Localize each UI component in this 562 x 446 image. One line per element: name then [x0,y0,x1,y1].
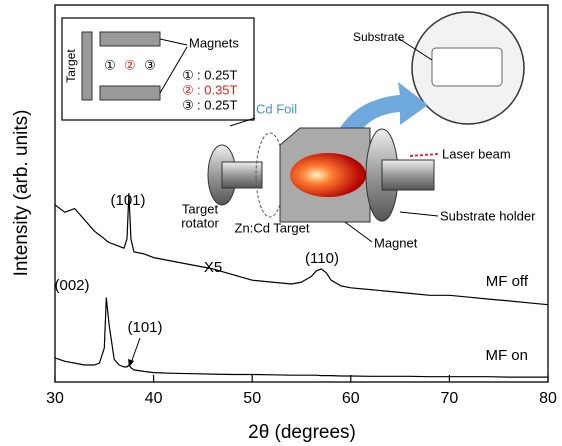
schematic-label: Laser beam [442,146,511,161]
x-tick-label: 80 [539,390,557,407]
x-tick-label: 40 [145,390,163,407]
shaft [221,161,263,189]
inset-label: ① [182,67,194,82]
annotation-arrow [130,337,141,364]
x-tick-label: 70 [441,390,459,407]
x-tick-label: 30 [46,390,64,407]
magnet-top [99,31,161,47]
substrate [431,47,503,87]
annotation: (101) [110,192,145,209]
pointer [397,37,433,61]
y-axis-label: Intensity (arb. units) [11,110,32,277]
schematic-label: Magnet [374,235,418,250]
schematic: Target Magnets ① ② ③ ① : 0.25T ② : 0.35T… [61,11,536,250]
inset-label: ② [124,57,136,72]
schematic-label: Substrate holder [440,208,536,223]
inset-label: Magnets [189,35,239,50]
inset-label: : 0.25T [197,67,238,82]
annotation: (110) [305,250,339,267]
pointer [344,221,373,243]
plot-frame [54,4,549,383]
laser [409,153,439,157]
schematic-label: Substrate [353,30,405,44]
schematic-label: Cd Foil [256,101,297,116]
x-axis-label: 2θ (degrees) [248,422,356,443]
inset-label: Target [64,49,78,83]
schematic-label: Target [182,201,219,216]
annotation: X5 [204,259,222,276]
inset-label: : 0.25T [197,97,238,112]
series-label: MF off [486,273,529,290]
inset-label: ③ [182,97,194,112]
inset-label: ③ [144,57,156,72]
plasma [290,153,366,197]
target-plate [81,31,93,101]
x-tick-label: 50 [243,390,261,407]
line-series [54,192,549,306]
pointer [229,117,256,127]
annotation: (002) [54,277,89,294]
inset-label: ② [182,82,194,97]
inset-label: : 0.35T [197,82,238,97]
annotation: (101) [127,319,162,336]
pointer [399,211,439,217]
schematic-label: rotator [181,215,219,230]
inset-label: ① [104,57,116,72]
pointer [159,38,188,46]
x-tick-label: 60 [342,390,360,407]
schematic-label: Zn:Cd Target [235,220,310,235]
line-series [54,297,548,378]
magnet-bottom [99,85,161,101]
annotation-arrowhead [128,359,134,367]
pointer [159,46,188,94]
series-label: MF on [485,347,528,364]
holder-shaft [381,159,435,191]
